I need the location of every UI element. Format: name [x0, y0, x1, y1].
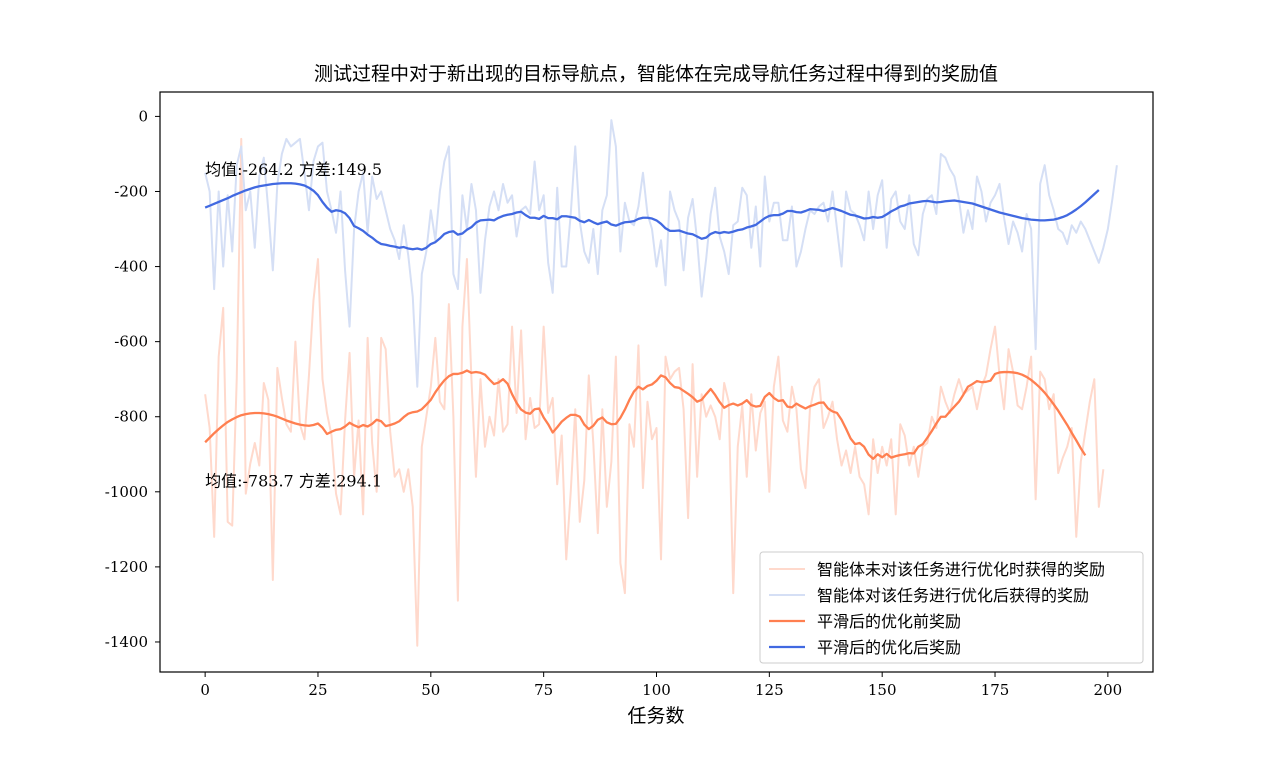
x-tick-label: 125 [755, 681, 784, 699]
plot-area [204, 119, 1118, 647]
y-tick-label: 0 [138, 107, 148, 125]
axes: 0 25 50 75 100 125 150 175 200 0 -200 -400 -600 -800 -… [105, 107, 1122, 699]
x-axis-label: 任务数 [627, 705, 684, 727]
y-tick-label: -400 [114, 258, 148, 276]
stat-annotation: 均值:-783.7 方差:294.1 [205, 472, 382, 491]
legend-label: 平滑后的优化后奖励 [817, 638, 961, 657]
legend-box [759, 551, 1144, 664]
y-tick-label: -600 [114, 333, 148, 351]
x-tick-label: 100 [642, 681, 671, 699]
legend: 智能体未对该任务进行优化时获得的奖励智能体对该任务进行优化后获得的奖励平滑后的优… [759, 551, 1144, 664]
x-tick-label: 175 [981, 681, 1010, 699]
x-tick-label: 200 [1094, 681, 1123, 699]
legend-label: 平滑后的优化前奖励 [817, 612, 961, 631]
x-tick-label: 75 [534, 681, 553, 699]
y-tick-label: -1200 [105, 558, 148, 576]
y-tick-label: -200 [114, 182, 148, 200]
chart-title: 测试过程中对于新出现的目标导航点，智能体在完成导航任务过程中得到的奖励值 [314, 63, 998, 85]
x-tick-label: 150 [868, 681, 897, 699]
y-tick-label: -1400 [105, 633, 148, 651]
x-tick-label: 50 [421, 681, 440, 699]
series-line-smooth-after [204, 182, 1100, 251]
series-line-smooth-before [204, 369, 1087, 460]
series-line-raw-after [204, 119, 1118, 388]
y-tick-label: -1000 [105, 483, 148, 501]
legend-label: 智能体对该任务进行优化后获得的奖励 [817, 586, 1089, 605]
x-tick-label: 25 [308, 681, 327, 699]
y-tick-label: -800 [114, 408, 148, 426]
legend-label: 智能体未对该任务进行优化时获得的奖励 [817, 560, 1105, 579]
x-tick-label: 0 [200, 681, 210, 699]
stat-annotation: 均值:-264.2 方差:149.5 [205, 160, 382, 179]
annotations: 均值:-264.2 方差:149.5 均值:-783.7 方差:294.1 [205, 160, 382, 491]
series-line-raw-before [204, 137, 1105, 647]
